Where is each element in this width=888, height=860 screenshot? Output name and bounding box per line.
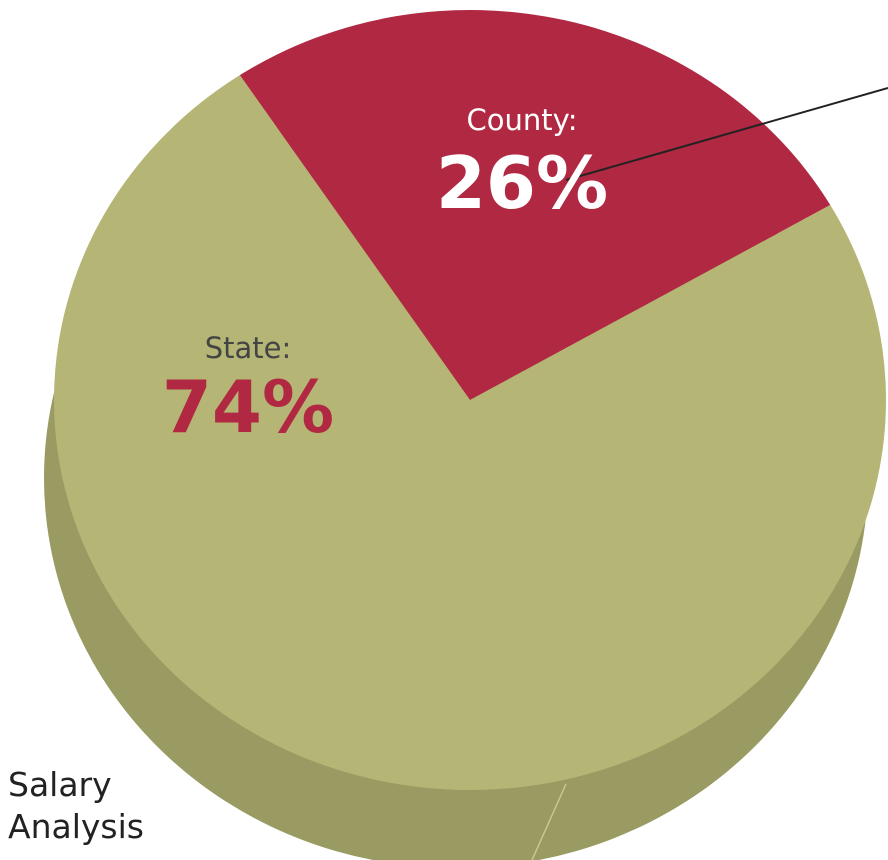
pie-slice-county [239, 9, 831, 401]
slice-labels: County: 26% State:74% [162, 103, 608, 449]
pie-slices [54, 9, 886, 791]
slice-name-label: County: [467, 103, 578, 137]
slice-name-label: State: [205, 331, 292, 365]
chart-caption: Salary Analysis [8, 765, 144, 846]
slice-value-label: 26% [436, 141, 608, 225]
slice-value-label: 74% [162, 365, 334, 449]
leader-line [565, 87, 888, 181]
pie-side-divider [531, 783, 567, 860]
pie-slice-state [54, 75, 886, 791]
